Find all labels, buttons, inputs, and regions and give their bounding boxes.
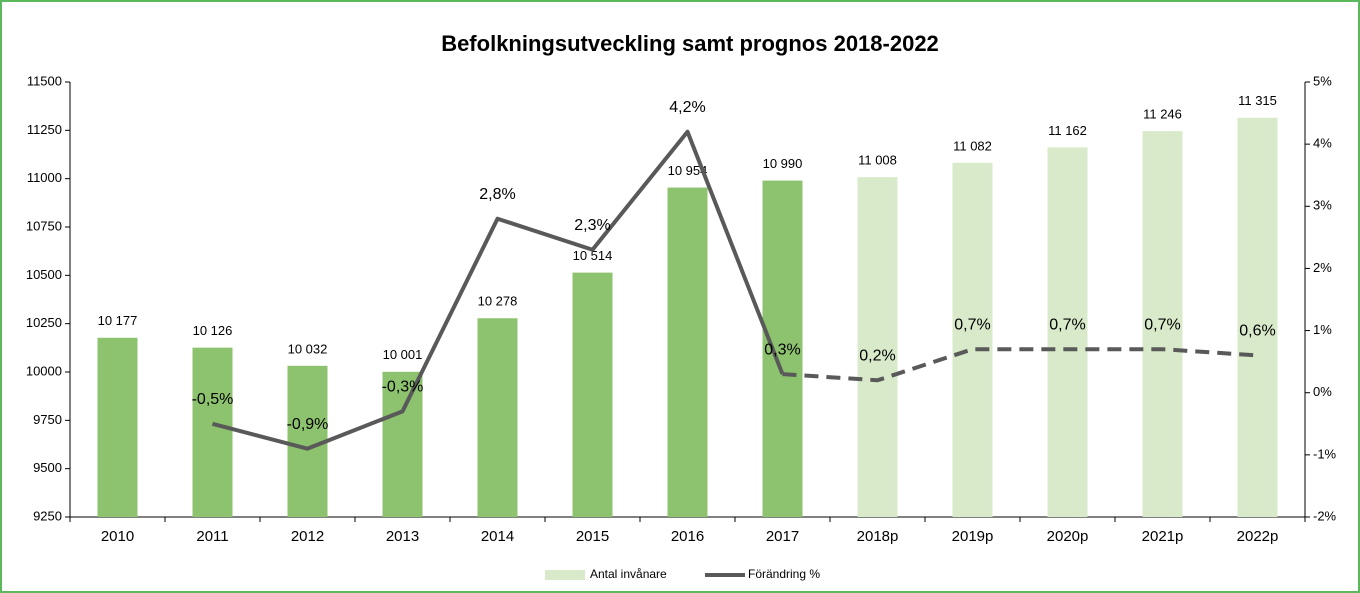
x-tick-label: 2014 <box>481 528 514 545</box>
bar <box>192 347 233 517</box>
line-value-label: -0,5% <box>192 391 234 408</box>
line-value-label: 4,2% <box>669 99 705 116</box>
y2-tick-label: -2% <box>1313 508 1337 523</box>
x-tick-label: 2018p <box>857 528 899 545</box>
y-tick-label: 9500 <box>33 460 62 475</box>
line-value-label: 0,2% <box>859 348 895 365</box>
y2-tick-label: 0% <box>1313 384 1332 399</box>
bar-value-label: 11 008 <box>858 153 897 168</box>
chart-title: Befolkningsutveckling samt prognos 2018-… <box>441 31 939 56</box>
bar-value-label: 10 990 <box>763 156 803 171</box>
y-tick-label: 11250 <box>27 122 62 137</box>
bar-value-label: 10 001 <box>383 347 423 362</box>
bar-value-label: 10 177 <box>98 313 138 328</box>
line-dashed <box>782 347 1258 383</box>
x-tick-label: 2017 <box>766 528 799 545</box>
bar <box>382 371 423 517</box>
bar <box>477 318 518 517</box>
y2-tick-label: 1% <box>1313 322 1332 337</box>
bar-value-label: 10 278 <box>478 294 518 309</box>
legend-label: Antal invånare <box>590 567 667 581</box>
legend-label: Förändring % <box>748 567 820 581</box>
x-tick-label: 2020p <box>1047 528 1089 545</box>
bar <box>857 177 898 517</box>
y-tick-label: 10250 <box>26 315 62 330</box>
y2-tick-label: -1% <box>1313 446 1337 461</box>
x-tick-label: 2011 <box>196 528 228 545</box>
x-tick-label: 2015 <box>576 528 609 545</box>
y-tick-label: 9250 <box>33 508 62 523</box>
line-value-label: 2,3% <box>574 217 610 234</box>
y-tick-label: 10000 <box>26 363 62 378</box>
bar-value-label: 11 315 <box>1238 93 1277 108</box>
bar <box>1142 131 1183 517</box>
x-tick-label: 2016 <box>671 528 704 545</box>
line-value-label: 0,6% <box>1239 323 1275 340</box>
bar-value-label: 11 246 <box>1143 107 1182 122</box>
line-value-label: 0,7% <box>1049 316 1085 333</box>
x-tick-label: 2012 <box>291 528 324 545</box>
y2-tick-label: 3% <box>1313 198 1332 213</box>
line <box>211 129 785 451</box>
legend-swatch <box>545 570 585 580</box>
line-value-label: 0,7% <box>954 316 990 333</box>
bar <box>572 272 613 517</box>
x-tick-label: 2013 <box>386 528 419 545</box>
bar <box>97 337 138 517</box>
line-value-label: 2,8% <box>479 186 515 203</box>
y2-tick-label: 5% <box>1313 73 1332 88</box>
bar-value-label: 10 032 <box>288 341 328 356</box>
y-tick-label: 11000 <box>27 170 62 185</box>
bar-value-label: 11 162 <box>1048 123 1087 138</box>
bar-value-label: 11 082 <box>953 138 992 153</box>
bar <box>1237 117 1278 518</box>
y-tick-label: 11500 <box>27 73 62 88</box>
line-value-label: 0,7% <box>1144 316 1180 333</box>
bar-value-label: 10 514 <box>573 248 613 263</box>
bar-value-label: 10 126 <box>193 323 233 338</box>
bar <box>952 162 993 517</box>
x-tick-label: 2021p <box>1142 528 1184 545</box>
line-value-label: -0,9% <box>287 416 329 433</box>
y2-tick-label: 2% <box>1313 260 1332 275</box>
bar <box>667 187 708 517</box>
x-tick-label: 2022p <box>1237 528 1279 545</box>
y2-tick-label: 4% <box>1313 136 1332 151</box>
y-tick-label: 9750 <box>33 412 62 427</box>
x-tick-label: 2010 <box>101 528 134 545</box>
line-value-label: 0,3% <box>764 341 800 358</box>
x-tick-label: 2019p <box>952 528 994 545</box>
bar-value-label: 10 954 <box>668 163 708 178</box>
y-tick-label: 10750 <box>26 218 62 233</box>
bar <box>1047 147 1088 517</box>
bar <box>762 180 803 517</box>
y-tick-label: 10500 <box>26 267 62 282</box>
line-value-label: -0,3% <box>382 379 424 396</box>
